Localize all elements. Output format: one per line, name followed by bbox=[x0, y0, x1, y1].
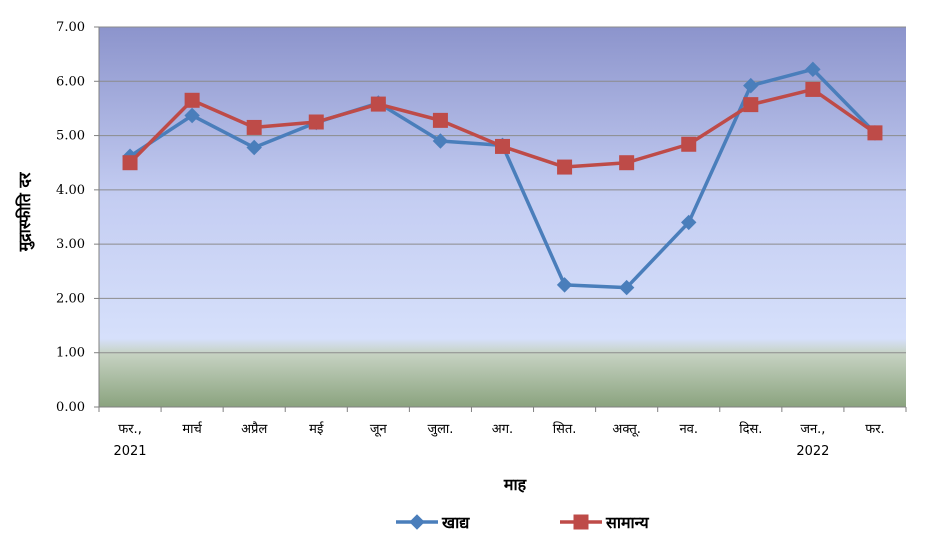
data-point bbox=[184, 92, 200, 108]
y-tick-label: 3.00 bbox=[56, 237, 85, 252]
data-point bbox=[681, 214, 697, 231]
x-tick-label: सित. bbox=[553, 421, 577, 437]
data-point bbox=[743, 77, 759, 94]
y-tick-label: 6.00 bbox=[56, 74, 85, 89]
data-point bbox=[681, 136, 697, 152]
series-1 bbox=[122, 81, 883, 175]
data-point bbox=[557, 159, 573, 175]
data-point bbox=[246, 139, 262, 156]
series bbox=[122, 61, 883, 296]
data-point bbox=[122, 155, 138, 171]
x-tick-label: मार्च bbox=[182, 421, 202, 437]
x-tick-label: फर., bbox=[118, 422, 142, 437]
y-tick-label: 0.00 bbox=[56, 400, 85, 415]
axes bbox=[94, 26, 907, 412]
data-point bbox=[184, 107, 200, 124]
legend: खाद्य सामान्य bbox=[396, 513, 649, 532]
data-point bbox=[432, 112, 448, 128]
data-point bbox=[495, 138, 510, 154]
x-tick-label: अग. bbox=[492, 422, 513, 437]
data-point bbox=[308, 114, 324, 130]
y-tick-label: 7.00 bbox=[56, 20, 85, 35]
y-tick-label: 2.00 bbox=[56, 291, 85, 306]
plot-area bbox=[99, 27, 906, 407]
x-tick-label: अप्रैल bbox=[241, 421, 267, 437]
data-point bbox=[619, 155, 635, 171]
x-tick-label: दिस. bbox=[739, 421, 762, 437]
y-tick-label: 1.00 bbox=[56, 346, 85, 361]
data-point bbox=[246, 119, 262, 135]
legend-item: सामान्य bbox=[560, 513, 649, 532]
legend-marker bbox=[573, 514, 589, 530]
data-point bbox=[618, 279, 635, 296]
data-point bbox=[432, 133, 449, 149]
x-tick-label: जून bbox=[370, 422, 388, 437]
legend-label: खाद्य bbox=[441, 513, 470, 532]
x-tick-label: जन., bbox=[800, 422, 825, 437]
x-tick-label: जुला. bbox=[427, 422, 453, 437]
legend-label: सामान्य bbox=[605, 513, 649, 532]
tick-labels: 0.00 1.00 2.00 3.00 4.00 5.00 6.00 7.00 फर., 2021… bbox=[56, 20, 885, 459]
legend-marker bbox=[409, 514, 425, 530]
x-tick-label: नव. bbox=[679, 422, 698, 437]
legend-item: खाद्य bbox=[396, 513, 470, 532]
data-point bbox=[805, 61, 821, 78]
data-point bbox=[370, 96, 386, 112]
x-axis-title: माह bbox=[503, 475, 528, 494]
x-tick-label: फर. bbox=[865, 422, 884, 437]
y-axis-title: मुद्रास्फीति दर bbox=[15, 171, 35, 252]
data-point bbox=[743, 97, 759, 113]
data-point bbox=[867, 125, 883, 141]
x-tick-label: 2022 bbox=[796, 444, 829, 459]
y-tick-label: 5.00 bbox=[56, 129, 85, 144]
data-point bbox=[556, 277, 573, 293]
x-tick-label: मई bbox=[309, 421, 324, 437]
data-point bbox=[805, 81, 821, 97]
y-tick-label: 4.00 bbox=[56, 183, 85, 198]
x-tick-label: 2021 bbox=[113, 444, 146, 459]
x-tick-label: अक्तू. bbox=[612, 422, 640, 437]
